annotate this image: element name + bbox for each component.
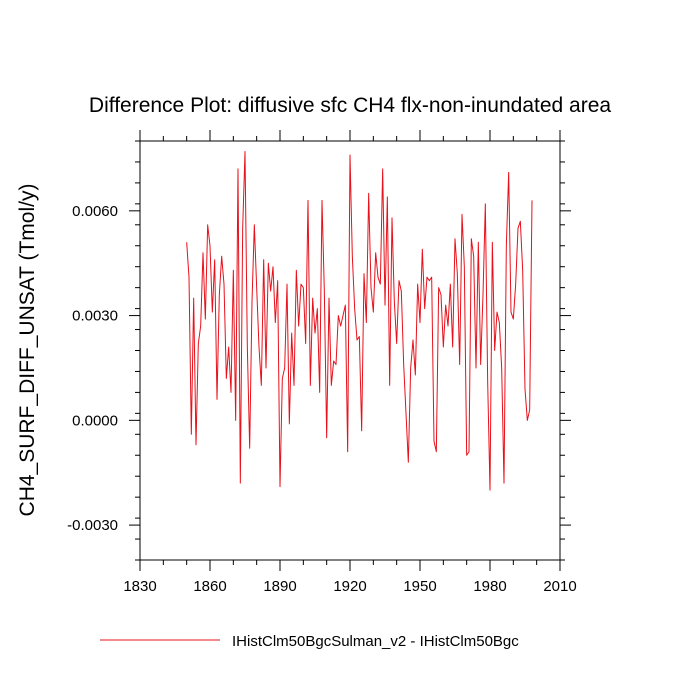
legend: IHistClm50BgcSulman_v2 - IHistClm50Bgc: [100, 633, 519, 650]
series-layer: [186, 150, 533, 491]
x-tick-label: 2010: [543, 578, 576, 595]
x-tick-label: 1950: [403, 578, 436, 595]
x-tick-label: 1920: [333, 578, 366, 595]
y-tick-label: 0.0000: [72, 412, 118, 429]
y-tick-label: 0.0030: [72, 308, 118, 325]
x-tick-label: 1860: [193, 578, 226, 595]
x-tick-label: 1980: [473, 578, 506, 595]
series-line-0: [186, 150, 533, 491]
ticks-layer: [129, 130, 571, 571]
x-tick-label: 1890: [263, 578, 296, 595]
y-axis-label: CH4_SURF_DIFF_UNSAT (Tmol/y): [16, 184, 39, 517]
chart-title: Difference Plot: diffusive sfc CH4 flx-n…: [89, 94, 611, 117]
legend-label: IHistClm50BgcSulman_v2 - IHistClm50Bgc: [232, 633, 519, 650]
x-tick-label: 1830: [123, 578, 156, 595]
y-tick-label: -0.0030: [67, 517, 118, 534]
y-tick-label: 0.0060: [72, 203, 118, 220]
tick-labels-layer: 1830 1860 1890 1920 1950 1980 2010 -0.0030 0.000…: [67, 203, 577, 595]
